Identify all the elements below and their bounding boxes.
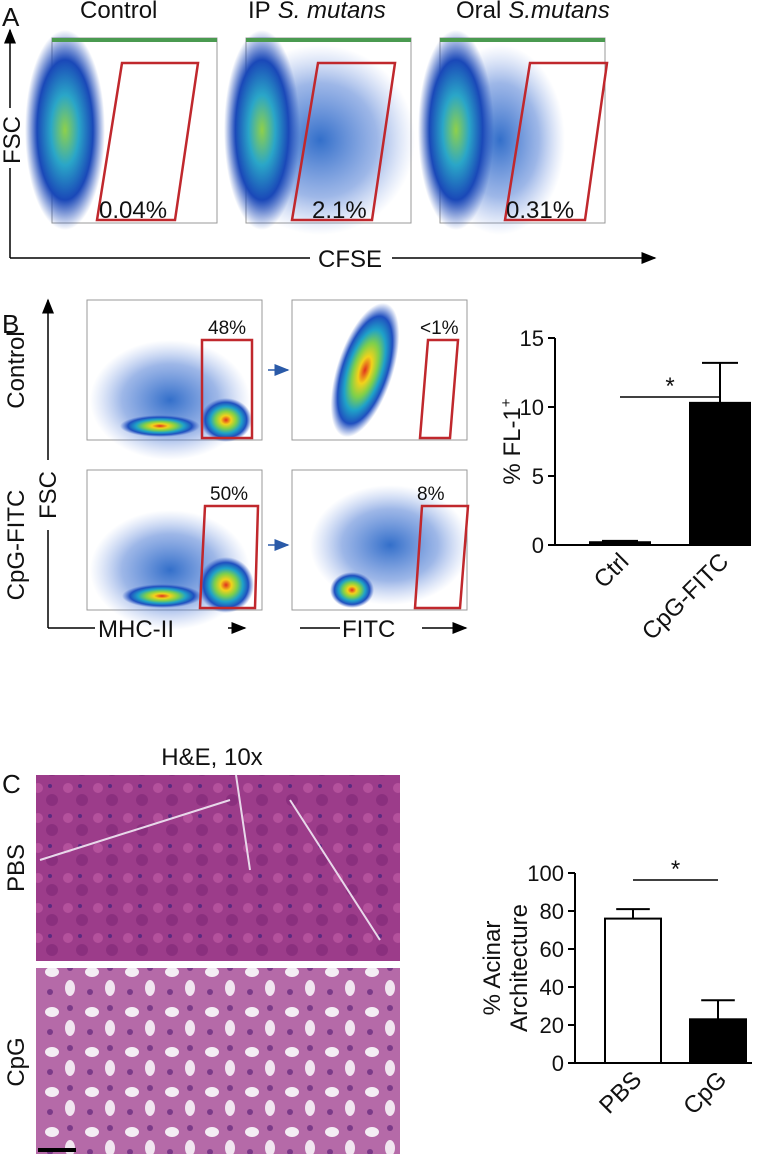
y-tick-label: 40 bbox=[540, 975, 564, 1000]
y-tick-label: 0 bbox=[552, 1051, 564, 1076]
flow-plot: 8% bbox=[291, 469, 470, 611]
bar bbox=[604, 917, 662, 1064]
flow-plot: Oral S.mutans 0.31% bbox=[418, 0, 610, 235]
plot-title: Oral S.mutans bbox=[456, 0, 610, 24]
gate bbox=[198, 504, 260, 610]
density bbox=[122, 584, 202, 608]
title-species: S.mutans bbox=[508, 0, 609, 24]
row-label: Control bbox=[3, 331, 30, 408]
y-axis-label-sup: + bbox=[498, 398, 515, 407]
density bbox=[25, 30, 105, 230]
y-tick-label: 0 bbox=[532, 533, 544, 558]
panel-label: B bbox=[2, 309, 19, 339]
x-tick-label: Ctrl bbox=[589, 548, 634, 593]
y-tick-label: 10 bbox=[520, 395, 544, 420]
axis-label: FSC bbox=[35, 471, 62, 519]
gate-value: <1% bbox=[420, 318, 459, 339]
label-bg bbox=[310, 245, 392, 271]
x-tick-label: CpG-FITC bbox=[637, 548, 734, 645]
gate-value: 0.04% bbox=[99, 197, 167, 224]
bar bbox=[589, 541, 651, 546]
density bbox=[200, 398, 252, 442]
y-axis-label-text: % FL-1 bbox=[499, 407, 526, 484]
title-species: S. mutans bbox=[278, 0, 386, 24]
y-tick-label: 5 bbox=[532, 464, 544, 489]
gate bbox=[200, 338, 254, 440]
y-tick-label: 80 bbox=[540, 899, 564, 924]
gate-value: 8% bbox=[417, 484, 445, 505]
density bbox=[330, 572, 374, 608]
panel-title: H&E, 10x bbox=[161, 744, 262, 771]
gate bbox=[290, 61, 397, 222]
density bbox=[198, 557, 254, 613]
panel-label: C bbox=[2, 769, 21, 799]
x-tick-label: CpG bbox=[678, 1066, 732, 1120]
significance-mark: * bbox=[671, 856, 680, 883]
flow-plot: 50% bbox=[86, 469, 263, 630]
histology-image bbox=[36, 968, 400, 1154]
bar bbox=[689, 401, 751, 546]
axis-label: MHC-II bbox=[98, 616, 174, 643]
density bbox=[120, 415, 200, 437]
x-tick-label: PBS bbox=[594, 1066, 647, 1119]
y-axis-label: % FL-1+ bbox=[498, 398, 526, 484]
density bbox=[440, 38, 605, 42]
gate bbox=[503, 61, 609, 222]
gate-value: 0.31% bbox=[506, 197, 574, 224]
flow-plot: 48% bbox=[86, 299, 263, 460]
gate-value: 50% bbox=[210, 484, 248, 505]
density bbox=[246, 38, 411, 42]
gate-value: 48% bbox=[208, 318, 246, 339]
density bbox=[418, 30, 494, 230]
row-label: CpG-FITC bbox=[3, 490, 30, 601]
plot-title: Control bbox=[80, 0, 157, 24]
flow-plot: IP S. mutans 2.1% bbox=[224, 0, 415, 235]
gate bbox=[95, 61, 200, 222]
density bbox=[52, 38, 217, 42]
flow-plot: Control 0.04% bbox=[25, 0, 218, 230]
significance-mark: * bbox=[665, 373, 674, 400]
gate bbox=[418, 338, 460, 440]
flow-plot: <1% bbox=[291, 299, 468, 441]
row-label: PBS bbox=[3, 844, 30, 892]
density bbox=[224, 30, 300, 230]
tissue-septa bbox=[39, 774, 381, 941]
y-tick-label: 15 bbox=[520, 326, 544, 351]
row-label: CpG bbox=[3, 1037, 30, 1086]
y-axis-label: % Acinar bbox=[479, 921, 506, 1016]
bar bbox=[689, 1018, 747, 1064]
plot-title: IP S. mutans bbox=[248, 0, 386, 24]
y-axis-label: Architecture bbox=[506, 904, 533, 1032]
axis-label: FITC bbox=[342, 616, 395, 643]
y-tick-label: 100 bbox=[527, 861, 564, 886]
title-text: Oral bbox=[456, 0, 501, 24]
y-tick-label: 20 bbox=[540, 1013, 564, 1038]
axis-label: FSC bbox=[0, 116, 26, 164]
panel-label: A bbox=[2, 2, 20, 32]
histology-image bbox=[36, 775, 400, 961]
axis-label: CFSE bbox=[318, 246, 382, 273]
density bbox=[330, 302, 400, 438]
title-text: IP bbox=[248, 0, 271, 24]
label-bg bbox=[0, 108, 22, 168]
gate-value: 2.1% bbox=[312, 197, 367, 224]
y-tick-label: 60 bbox=[540, 937, 564, 962]
gate bbox=[413, 504, 470, 610]
scale-bar bbox=[38, 1148, 76, 1152]
